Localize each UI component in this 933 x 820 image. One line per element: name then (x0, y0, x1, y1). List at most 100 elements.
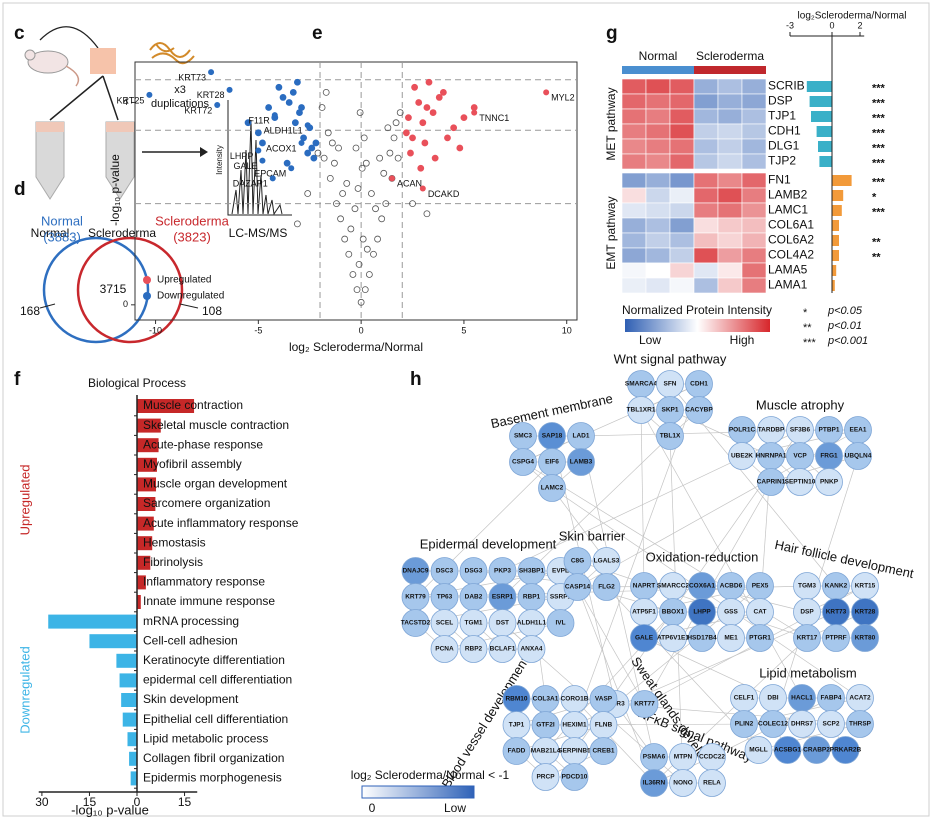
node-label: ANXA4 (520, 646, 542, 653)
node-label: HACL1 (791, 695, 813, 702)
panel-label: d (14, 179, 26, 200)
point (357, 298, 365, 306)
node-label: KRT77 (634, 701, 655, 708)
node-label: EIF6 (545, 459, 559, 466)
bar (137, 516, 154, 531)
node (563, 573, 592, 601)
node-label: PCNA (435, 646, 454, 653)
node-label: CASP14 (565, 584, 591, 591)
x-tick-label: 0 (134, 795, 141, 809)
point (320, 154, 328, 162)
group-label: Normal (639, 49, 678, 63)
point (386, 149, 394, 157)
point (254, 129, 262, 137)
colorbar-title: Normalized Protein Intensity (622, 303, 772, 317)
set-name: Normal (41, 213, 83, 228)
node-label: ACBD6 (720, 583, 743, 590)
bar (811, 111, 832, 122)
heat-cell (741, 217, 767, 234)
x-tick-label: 0 (359, 325, 364, 335)
category-label: epidermal cell differentiation (143, 673, 292, 687)
edge (516, 698, 604, 726)
point (226, 86, 233, 93)
heat-cell (645, 217, 671, 234)
tube-cap (36, 122, 64, 132)
heat-cell (741, 262, 767, 279)
heat-cell (693, 277, 719, 294)
unique-count: 108 (202, 304, 222, 318)
gene-label: F11R (248, 115, 270, 125)
node-label: FRG1 (820, 453, 838, 460)
gene-label: LHPP (230, 151, 254, 161)
point (349, 271, 357, 278)
category-label: Muscle organ development (143, 477, 288, 491)
point (543, 89, 550, 96)
node-label: RELA (703, 780, 721, 787)
heat-cell (645, 138, 671, 155)
pathway-label: EMT pathway (604, 196, 618, 269)
point (304, 122, 311, 129)
module-label: Oxidation-reduction (646, 549, 759, 564)
heat-cell (669, 123, 695, 140)
node-label: GTF2I (536, 722, 555, 729)
gene-label: ALDH1L1 (264, 126, 303, 136)
heat-cell (717, 172, 743, 189)
node-label: DHRS7 (791, 721, 813, 728)
heat-cell (741, 232, 767, 249)
heat-cell (621, 108, 647, 125)
point (376, 154, 384, 162)
node-label: PNKP (820, 479, 839, 486)
gene-label: COL4A2 (768, 248, 814, 262)
node-label: BBOX1 (662, 609, 685, 616)
point (411, 83, 418, 91)
panel-label: e (312, 23, 323, 44)
point (354, 185, 362, 192)
point (378, 215, 386, 223)
group-label: Downregulated (17, 646, 32, 733)
node-label: SKP1 (662, 407, 679, 414)
module-label: Wnt signal pathway (614, 351, 727, 366)
heat-cell (621, 232, 647, 249)
node-label: COX6A1 (689, 583, 715, 590)
point (304, 190, 312, 197)
gene-label: CDH1 (768, 124, 801, 138)
point (337, 215, 344, 223)
gene-label: DAZAP1 (233, 179, 268, 189)
legend-label: Downregulated (157, 291, 224, 302)
gene-label: DSP (768, 94, 793, 108)
leader (179, 303, 199, 309)
shared-count: 3715 (100, 282, 127, 296)
node-label: TACSTD2 (401, 620, 431, 627)
edge (577, 560, 808, 639)
node-label: TBL1X (660, 433, 681, 440)
node-label: DBI (767, 695, 778, 702)
node-label: HNRNPA1 (756, 453, 787, 460)
point (353, 286, 361, 294)
node-label: MGLL (749, 747, 767, 754)
point (460, 114, 468, 122)
node-label: CORO1B (561, 696, 589, 703)
node-label: LAMC2 (541, 485, 564, 492)
gene-label: ACOX1 (266, 143, 297, 153)
fibers (149, 42, 195, 65)
node-label: SH3BP1 (519, 568, 545, 575)
node-label: HEXIM1 (562, 722, 587, 729)
node (488, 635, 517, 663)
heat-cell (717, 138, 743, 155)
node (685, 396, 713, 424)
point (312, 139, 320, 147)
legend-label: p<0.001 (827, 335, 868, 347)
node-label: TJP1 (509, 722, 525, 729)
node-label: PRCP (536, 774, 555, 781)
mouse-ear (24, 49, 36, 61)
point (439, 88, 447, 96)
point (304, 149, 312, 157)
x-axis-label: -log₁₀ p-value (71, 802, 149, 817)
point (326, 174, 334, 182)
node-label: KRT73 (826, 609, 847, 616)
y-axis-label: -log₁₀ p-value (108, 154, 122, 226)
point (425, 78, 433, 86)
point (289, 88, 297, 96)
